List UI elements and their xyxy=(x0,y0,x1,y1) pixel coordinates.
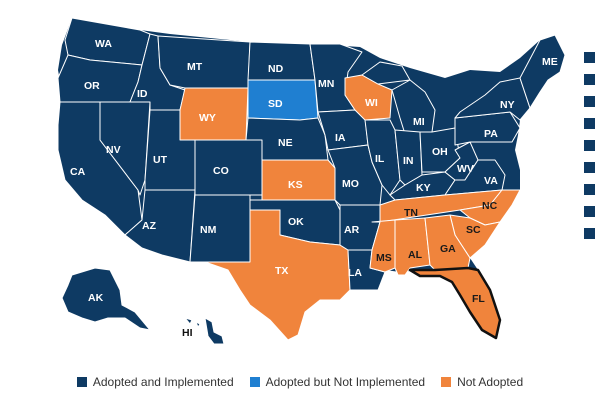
side-square xyxy=(584,52,595,63)
side-square xyxy=(584,118,595,129)
label-oh: OH xyxy=(432,146,448,158)
label-il: IL xyxy=(375,153,385,165)
label-mn: MN xyxy=(318,78,334,90)
label-nc: NC xyxy=(482,200,498,212)
label-mi: MI xyxy=(413,116,425,128)
state-ga[interactable] xyxy=(424,214,471,271)
state-va[interactable] xyxy=(444,159,506,196)
label-ky: KY xyxy=(416,182,431,194)
label-ok: OK xyxy=(288,216,304,228)
side-color-strip xyxy=(584,52,596,252)
label-ms: MS xyxy=(376,252,392,264)
label-mo: MO xyxy=(342,178,359,190)
side-square xyxy=(584,228,595,239)
label-me: ME xyxy=(542,56,558,68)
label-sd: SD xyxy=(268,98,283,110)
label-hi: HI xyxy=(182,327,193,339)
side-square xyxy=(584,74,595,85)
state-nm[interactable] xyxy=(189,194,251,263)
label-ut: UT xyxy=(153,154,168,166)
state-labels: WA OR CA ID NV MT WY UT AZ CO NM ND SD N… xyxy=(70,38,558,339)
label-ak: AK xyxy=(88,292,104,304)
state-ne-states xyxy=(519,34,566,109)
label-fl: FL xyxy=(472,293,485,305)
label-ia: IA xyxy=(335,132,346,144)
label-va: VA xyxy=(484,175,498,187)
label-nv: NV xyxy=(106,144,121,156)
label-ne: NE xyxy=(278,137,293,149)
label-id: ID xyxy=(137,88,148,100)
state-mi[interactable] xyxy=(361,61,436,135)
label-ks: KS xyxy=(288,179,303,191)
label-wv: WV xyxy=(457,163,474,175)
state-ak[interactable] xyxy=(61,267,151,331)
label-ar: AR xyxy=(344,224,360,236)
legend-label-not-adopted: Not Adopted xyxy=(457,375,524,389)
label-mt: MT xyxy=(187,61,203,73)
label-tx: TX xyxy=(275,265,288,277)
state-sd[interactable] xyxy=(247,79,319,121)
state-fl[interactable] xyxy=(408,266,502,340)
label-ca: CA xyxy=(70,166,86,178)
legend-label-adopted-not-implemented: Adopted but Not Implemented xyxy=(265,375,426,389)
side-square xyxy=(584,206,595,217)
legend-label-adopted-implemented: Adopted and Implemented xyxy=(92,375,234,389)
side-square xyxy=(584,140,595,151)
label-nm: NM xyxy=(200,224,217,236)
side-square xyxy=(584,184,595,195)
label-in: IN xyxy=(403,155,414,167)
label-wa: WA xyxy=(95,38,112,50)
legend: Adopted and Implemented Adopted but Not … xyxy=(0,371,600,393)
legend-item-adopted-not-implemented: Adopted but Not Implemented xyxy=(249,375,426,389)
label-tn: TN xyxy=(404,207,418,219)
label-pa: PA xyxy=(484,128,498,140)
label-la: LA xyxy=(348,267,362,279)
legend-swatch-not-adopted xyxy=(441,377,452,387)
side-square xyxy=(584,162,595,173)
legend-swatch-adopted-implemented xyxy=(76,377,87,387)
label-co: CO xyxy=(213,165,229,177)
legend-item-adopted-implemented: Adopted and Implemented xyxy=(76,375,234,389)
legend-item-not-adopted: Not Adopted xyxy=(441,375,523,389)
legend-swatch-adopted-not-implemented xyxy=(249,377,260,387)
label-wy: WY xyxy=(199,112,216,124)
label-nd: ND xyxy=(268,63,284,75)
state-hi[interactable] xyxy=(184,317,225,345)
label-az: AZ xyxy=(142,220,157,232)
side-square xyxy=(584,96,595,107)
label-ny: NY xyxy=(500,99,515,111)
state-mt[interactable] xyxy=(157,35,251,89)
state-tx[interactable] xyxy=(204,209,351,341)
label-ga: GA xyxy=(440,243,456,255)
label-or: OR xyxy=(84,80,100,92)
label-al: AL xyxy=(408,249,423,261)
label-sc: SC xyxy=(466,224,481,236)
label-wi: WI xyxy=(365,97,378,109)
